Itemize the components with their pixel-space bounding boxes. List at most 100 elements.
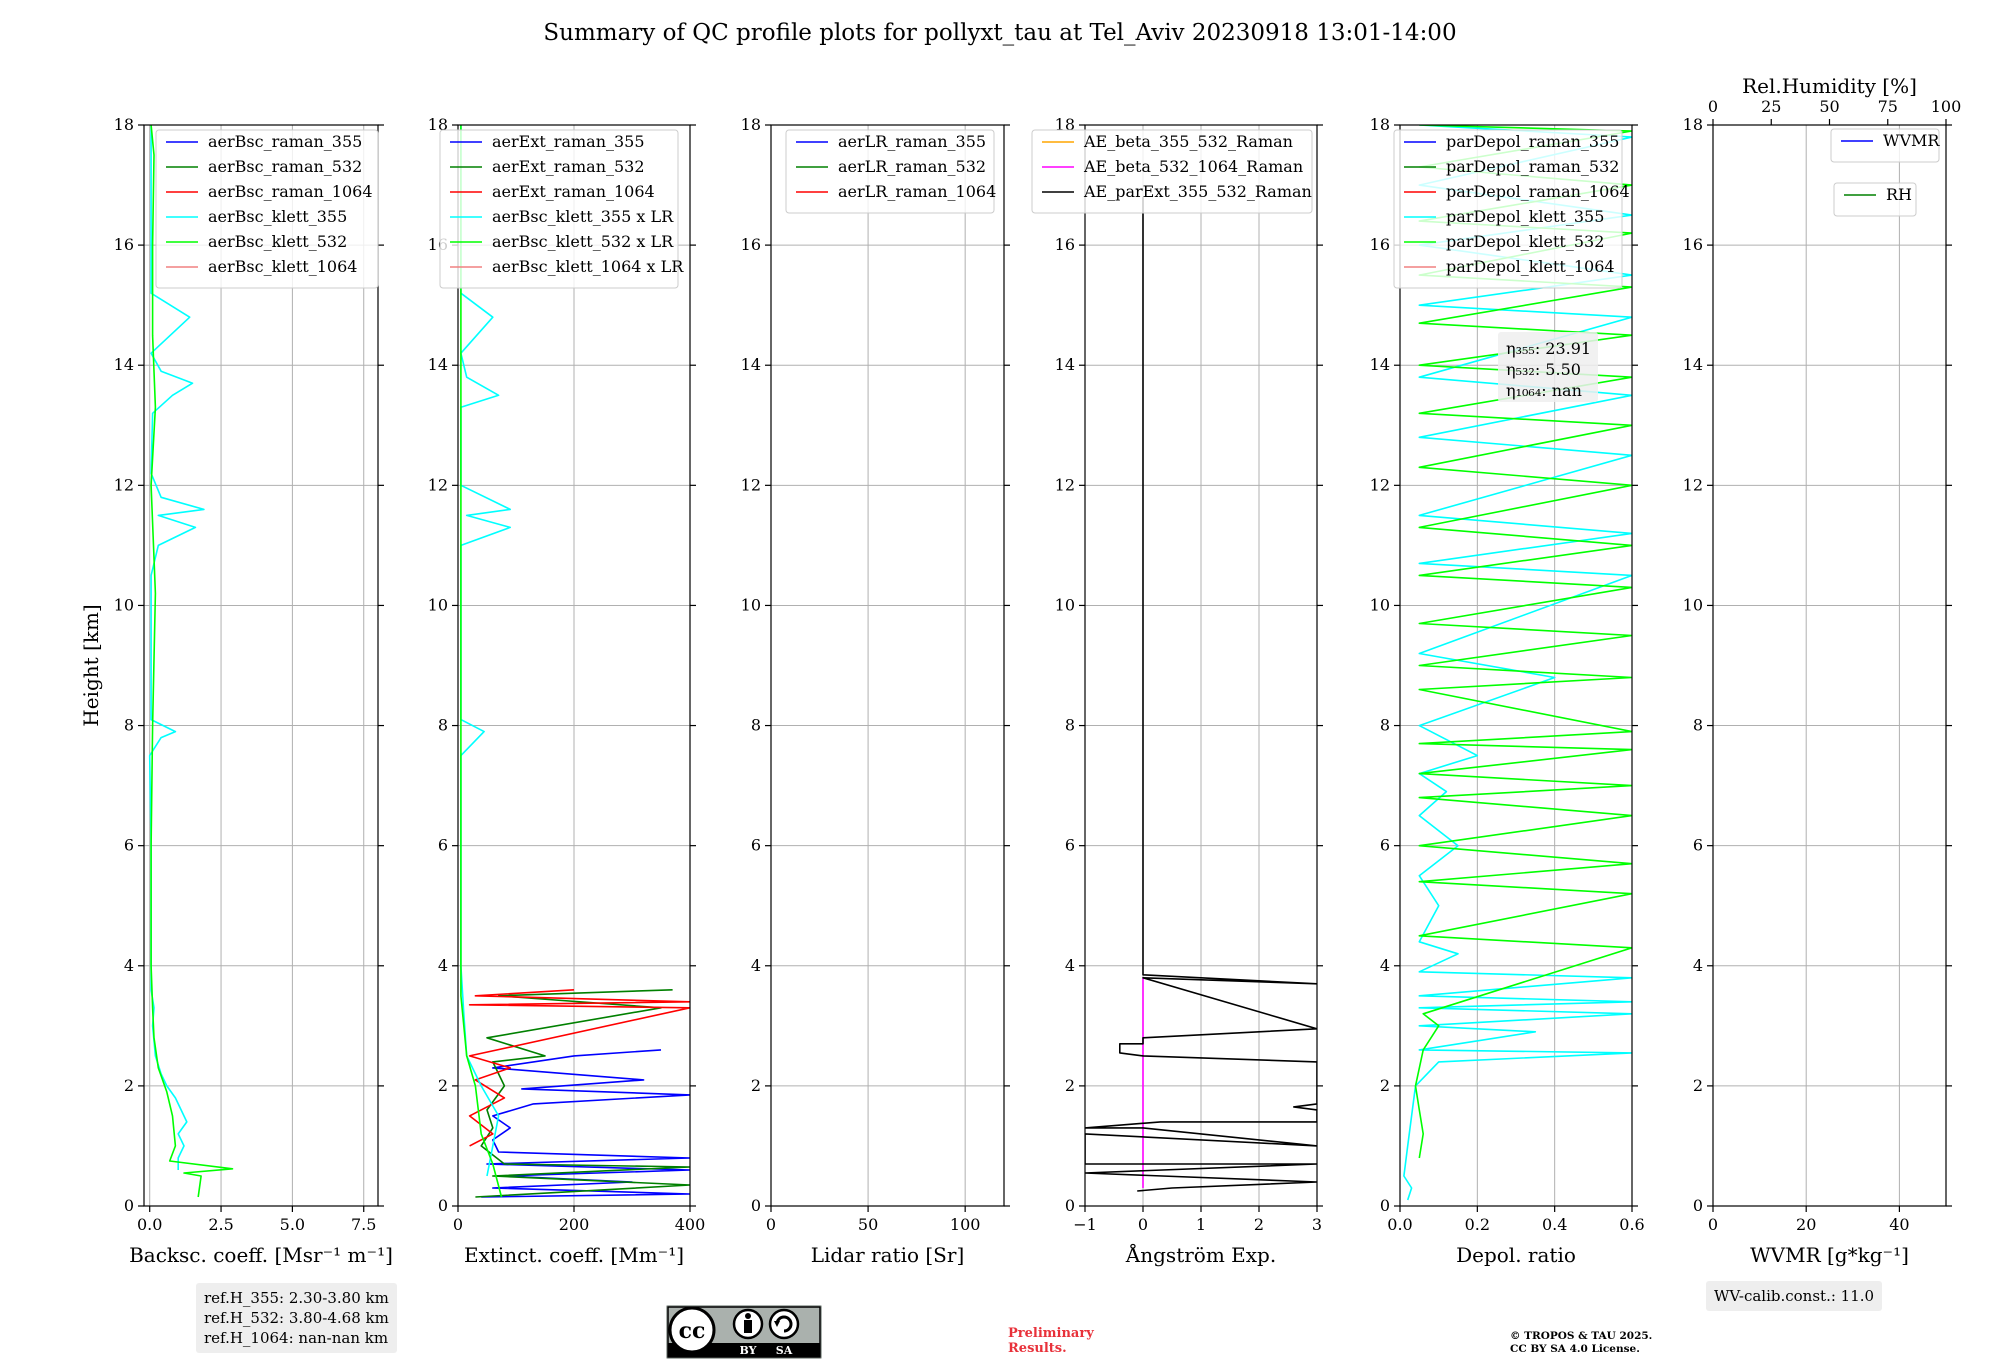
y-tick-label: 0 [1065, 1196, 1075, 1215]
legend-entry: aerBsc_klett_355 [208, 207, 347, 226]
y-tick-label: 8 [1380, 716, 1390, 735]
legend: parDepol_raman_355 parDepol_raman_532 parD… [1393, 129, 1630, 289]
x-tick-label: 1 [1196, 1215, 1206, 1234]
sa-label: SA [776, 1344, 793, 1357]
y-tick-label: 10 [428, 595, 448, 614]
ref-height-355: ref.H_355: 2.30-3.80 km [204, 1289, 389, 1307]
legend-entry: aerBsc_klett_1064 [208, 257, 357, 276]
axes-frame [143, 124, 379, 1207]
y-tick-label: 2 [1693, 1076, 1703, 1095]
legend-entry: aerBsc_raman_355 [208, 132, 362, 151]
x-axis-label: Backsc. coeff. [Msr⁻¹ m⁻¹] [129, 1243, 393, 1267]
legend-entry: WVMR [1883, 131, 1940, 150]
y-tick-label: 6 [1065, 836, 1075, 855]
legend: AE_beta_355_532_Raman AE_beta_532_1064_Ra… [1031, 129, 1313, 214]
y-tick-label: 8 [1065, 716, 1075, 735]
legend-entry: aerBsc_klett_532 x LR [492, 232, 674, 251]
legend: aerExt_raman_355 aerExt_raman_532 aerExt_r… [439, 129, 684, 289]
axes-frame [1399, 124, 1633, 1207]
y-tick-label: 2 [124, 1076, 134, 1095]
legend-entry: aerLR_raman_532 [838, 157, 986, 176]
x-tick-label: 0.0 [1387, 1215, 1412, 1234]
wvmr-panel: 0 20 40 0 2 4 6 8 10 12 14 16 18 WVMR [g*kg⁻¹] 0 25 50 75… [1683, 74, 1962, 1267]
y-tick-label: 6 [1380, 836, 1390, 855]
y-tick-label: 2 [1380, 1076, 1390, 1095]
svg-text:cc: cc [679, 1318, 706, 1344]
x-tick-label: 0.2 [1465, 1215, 1490, 1234]
series-pardepol-klett-532 [1414, 125, 1632, 1159]
y-tick-label: 18 [114, 115, 134, 134]
y-tick-label: 18 [1370, 115, 1390, 134]
eta-annotation-box: η₃₅₅: 23.91 η₅₃₂: 5.50 η₁₀₆₄: nan [1498, 332, 1598, 402]
x-tick-label: 50 [858, 1215, 878, 1234]
y-tick-label: 12 [114, 475, 134, 494]
figure-title: Summary of QC profile plots for pollyxt_… [543, 20, 1457, 46]
y-tick-label: 12 [1683, 475, 1703, 494]
y-tick-label: 8 [124, 716, 134, 735]
axes-frame [1712, 124, 1947, 1207]
x-axis-label: Lidar ratio [Sr] [811, 1243, 965, 1267]
wv-calibration-box: WV-calib.const.: 11.0 [1706, 1281, 1883, 1311]
x-tick-label: 200 [559, 1215, 590, 1234]
y-tick-label: 2 [751, 1076, 761, 1095]
y-tick-label: 18 [1055, 115, 1075, 134]
x-tick-label: 0 [766, 1215, 776, 1234]
legend-entry: parDepol_raman_1064 [1446, 182, 1630, 201]
copyright-note: © TROPOS & TAU 2025. CC BY SA 4.0 Licens… [1510, 1330, 1653, 1355]
legend-entry: AE_beta_355_532_Raman [1083, 132, 1293, 151]
legend-rh: RH [1833, 182, 1917, 217]
y-tick-label: 14 [114, 355, 134, 374]
ref-height-1064: ref.H_1064: nan-nan km [204, 1329, 389, 1347]
legend-entry: parDepol_klett_1064 [1446, 257, 1615, 276]
y-tick-label: 0 [124, 1196, 134, 1215]
x-tick-label: 2.5 [208, 1215, 233, 1234]
preliminary-results-note: Preliminary Results. [1008, 1326, 1094, 1356]
x-axis-label: WVMR [g*kg⁻¹] [1750, 1243, 1909, 1267]
x-tick-label: 2 [1254, 1215, 1264, 1234]
legend-entry: parDepol_raman_355 [1446, 132, 1619, 151]
y-tick-label: 18 [741, 115, 761, 134]
y-tick-label: 4 [1065, 956, 1075, 975]
eta-value: η₁₀₆₄: nan [1506, 381, 1582, 400]
legend-entry: AE_beta_532_1064_Raman [1083, 157, 1303, 176]
y-tick-label: 0 [751, 1196, 761, 1215]
ref-height-532: ref.H_532: 3.80-4.68 km [204, 1309, 389, 1327]
y-tick-label: 14 [741, 355, 761, 374]
y-tick-label: 12 [1055, 475, 1075, 494]
y-tick-label: 8 [438, 716, 448, 735]
x-tick-label: 0 [1138, 1215, 1148, 1234]
y-tick-label: 16 [1370, 235, 1390, 254]
legend-entry: aerBsc_raman_1064 [208, 182, 373, 201]
reference-height-box: ref.H_355: 2.30-3.80 km ref.H_532: 3.80-… [196, 1283, 397, 1353]
legend-entry: aerExt_raman_532 [492, 157, 645, 176]
x-tick-label: 100 [950, 1215, 981, 1234]
y-tick-label: 0 [438, 1196, 448, 1215]
y-tick-label: 2 [438, 1076, 448, 1095]
y-tick-label: 4 [124, 956, 134, 975]
y-tick-label: 0 [1693, 1196, 1703, 1215]
legend-entry: parDepol_klett_532 [1446, 232, 1604, 251]
axes-frame [770, 124, 1005, 1207]
x-tick-label: 0 [1708, 1215, 1718, 1234]
y-tick-label: 12 [428, 475, 448, 494]
eta-value: η₃₅₅: 23.91 [1506, 339, 1591, 358]
y-tick-label: 4 [1693, 956, 1703, 975]
y-tick-label: 8 [1693, 716, 1703, 735]
y-tick-label: 8 [751, 716, 761, 735]
legend-frame [439, 129, 679, 289]
attribution-icon [732, 1308, 764, 1340]
y-tick-label: 12 [1370, 475, 1390, 494]
y-tick-label: 10 [114, 595, 134, 614]
share-alike-icon [768, 1308, 800, 1340]
legend-entry: aerBsc_klett_532 [208, 232, 347, 251]
y-tick-label: 16 [1055, 235, 1075, 254]
x-tick-label: 400 [675, 1215, 706, 1234]
series-aerbsc-klett-355-x-lr [460, 125, 512, 1177]
backscatter-panel: 0.0 2.5 5.0 7.5 0 2 4 6 8 10 12 14 16 18 Backsc. coeff… [79, 115, 393, 1267]
x-tick-label: 7.5 [351, 1215, 376, 1234]
series-aerbsc-klett-532 [150, 125, 234, 1198]
y-tick-label: 4 [1380, 956, 1390, 975]
